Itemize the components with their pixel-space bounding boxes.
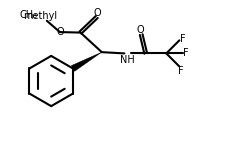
Text: O: O: [93, 8, 101, 18]
Text: methyl: methyl: [23, 11, 57, 21]
Text: NH: NH: [120, 55, 135, 65]
Text: F: F: [177, 66, 183, 76]
Text: O: O: [136, 25, 144, 35]
Text: F: F: [183, 48, 188, 58]
Text: F: F: [179, 34, 185, 44]
Text: CH₃: CH₃: [20, 10, 38, 20]
Text: O: O: [56, 27, 64, 37]
Polygon shape: [71, 52, 101, 71]
